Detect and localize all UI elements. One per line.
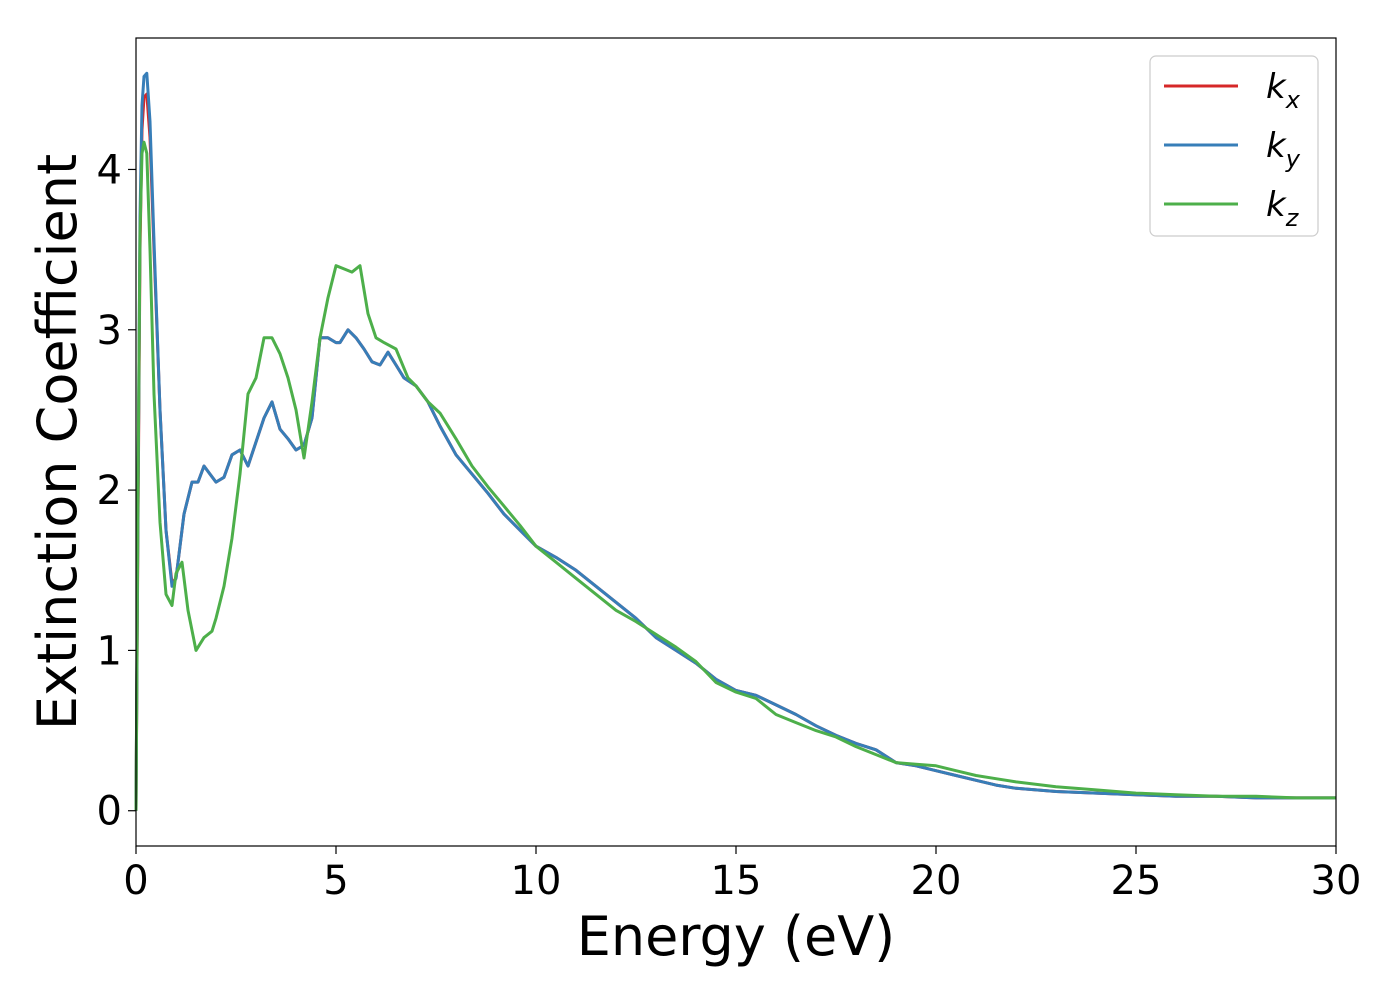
x-tick-label: 5	[323, 858, 348, 904]
x-axis: 0 5 10 15 20 25 30	[123, 846, 1361, 904]
series-line-z	[134, 140, 1336, 811]
x-tick-label: 0	[123, 858, 148, 904]
legend-label-subscript: z	[1285, 204, 1300, 232]
x-tick-label: 25	[1111, 858, 1162, 904]
y-tick-label: 3	[97, 308, 122, 354]
y-tick-label: 0	[97, 789, 122, 835]
legend-label-base: k	[1266, 67, 1287, 107]
legend-label-base: k	[1266, 185, 1287, 225]
y-tick-label: 1	[97, 628, 122, 674]
legend-label-subscript: y	[1285, 145, 1301, 173]
x-tick-label: 10	[511, 858, 562, 904]
x-tick-label: 20	[911, 858, 962, 904]
y-tick-label: 2	[97, 468, 122, 514]
x-tick-label: 30	[1311, 858, 1362, 904]
x-tick-label: 15	[711, 858, 762, 904]
legend-label-base: k	[1266, 126, 1287, 166]
legend-label-z: kz	[1266, 185, 1300, 232]
x-axis-label: Energy (eV)	[577, 905, 896, 968]
plot-lines	[134, 71, 1336, 811]
legend-label-x: kx	[1266, 67, 1301, 114]
y-axis: 0 1 2 3 4	[97, 147, 136, 835]
y-axis-label: Extinction Coefficient	[26, 154, 89, 730]
y-tick-label: 4	[97, 147, 122, 193]
legend-label-y: ky	[1266, 126, 1301, 173]
legend-label-subscript: x	[1285, 86, 1301, 114]
